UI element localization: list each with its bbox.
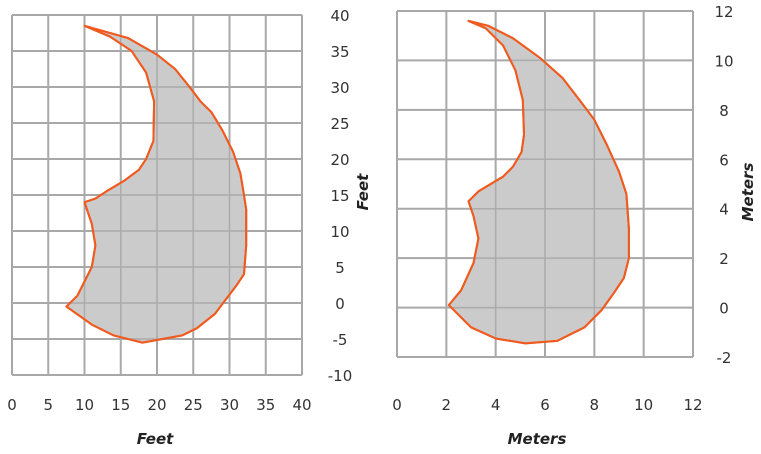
x-tick-label: 0 xyxy=(392,396,402,414)
x-tick-label: 40 xyxy=(292,396,311,414)
y-axis-title: Feet xyxy=(354,173,372,210)
x-tick-label: 8 xyxy=(590,396,600,414)
y-tick-label: 6 xyxy=(719,151,729,169)
y-tick-label: 4 xyxy=(719,201,729,219)
x-tick-label: 0 xyxy=(7,396,17,414)
y-tick-label: 30 xyxy=(330,79,349,97)
y-tick-label: 0 xyxy=(335,295,345,313)
x-axis-title: Meters xyxy=(508,430,567,448)
x-tick-label: 30 xyxy=(220,396,239,414)
y-tick-label: -5 xyxy=(333,331,348,349)
y-tick-label: 10 xyxy=(714,52,733,70)
x-tick-label: 5 xyxy=(43,396,53,414)
x-tick-label: 10 xyxy=(634,396,653,414)
y-tick-label: 12 xyxy=(714,3,733,21)
shape-outline xyxy=(447,19,630,345)
x-tick-label: 6 xyxy=(540,396,550,414)
y-tick-label: 20 xyxy=(330,151,349,169)
y-tick-label: 35 xyxy=(330,43,349,61)
y-tick-label: 15 xyxy=(330,187,349,205)
y-tick-label: 10 xyxy=(330,223,349,241)
shape-edge xyxy=(447,19,630,345)
y-tick-label: 2 xyxy=(719,250,729,268)
y-tick-label: 8 xyxy=(719,102,729,120)
x-tick-label: 15 xyxy=(111,396,130,414)
x-tick-label: 2 xyxy=(442,396,452,414)
x-tick-label: 12 xyxy=(683,396,702,414)
y-tick-label: 40 xyxy=(330,7,349,25)
meters-panel: 0 2 4 6 8 10 12 12 10 8 6 4 2 0 -2 Meters Meters xyxy=(392,3,757,448)
shape-edge xyxy=(65,24,248,344)
y-tick-label: 5 xyxy=(335,259,345,277)
y-tick-label: 25 xyxy=(330,115,349,133)
y-tick-label: -2 xyxy=(717,349,732,367)
x-tick-label: 20 xyxy=(147,396,166,414)
x-tick-label: 4 xyxy=(491,396,501,414)
feet-panel: 0 5 10 15 20 25 30 35 40 40 35 30 25 20 15 10 5 0 -5 -10 Fee… xyxy=(7,7,372,448)
x-tick-label: 10 xyxy=(75,396,94,414)
y-tick-label: -10 xyxy=(328,367,353,385)
x-tick-label: 25 xyxy=(184,396,203,414)
x-tick-label: 35 xyxy=(256,396,275,414)
y-tick-label: 0 xyxy=(719,300,729,318)
x-axis-title: Feet xyxy=(137,430,174,448)
y-axis-title: Meters xyxy=(739,163,757,222)
